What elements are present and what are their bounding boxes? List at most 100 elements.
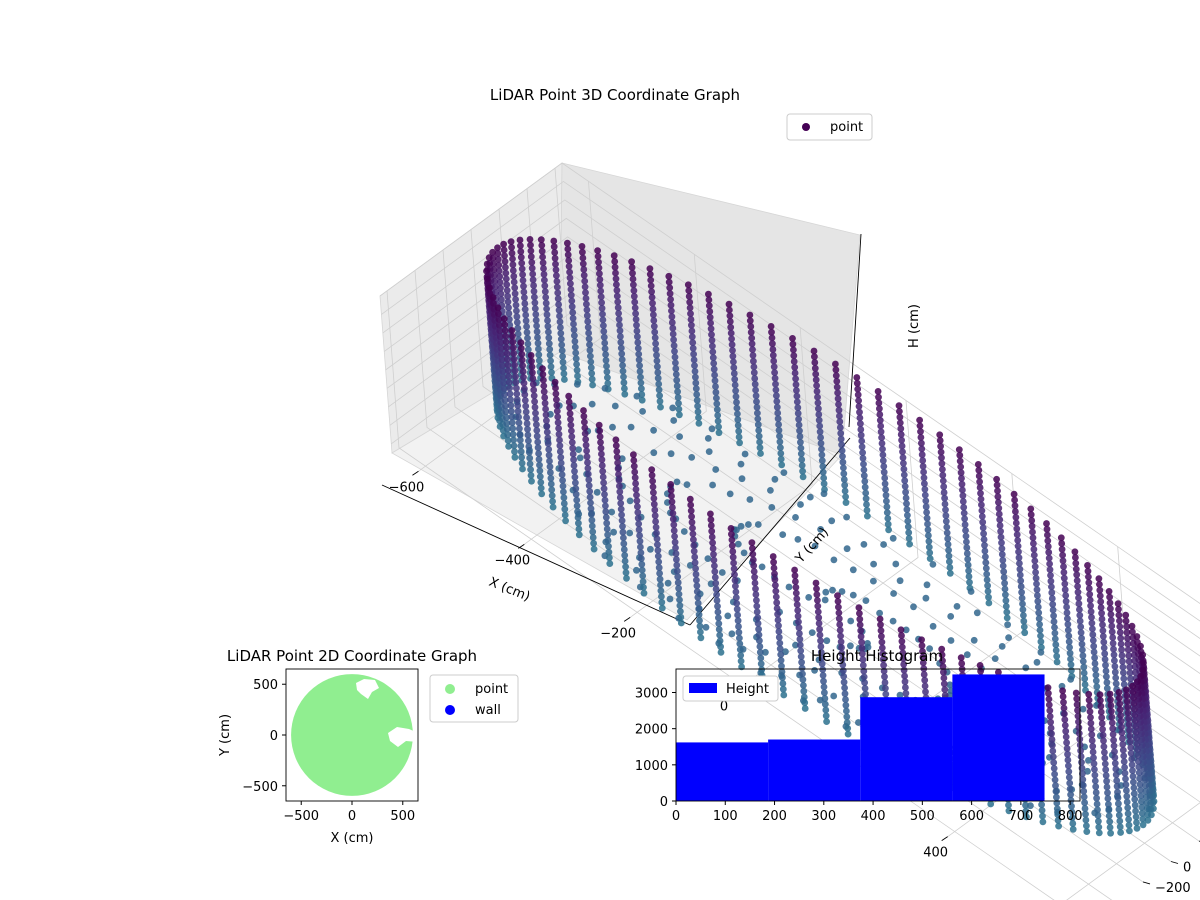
data-point xyxy=(656,570,663,577)
data-point xyxy=(792,381,800,388)
data-point xyxy=(853,379,861,387)
point-disc xyxy=(291,674,413,796)
data-point xyxy=(637,373,644,381)
data-point xyxy=(1107,611,1115,618)
data-point xyxy=(797,501,804,508)
data-point xyxy=(626,497,634,505)
data-point xyxy=(900,661,908,668)
data-point xyxy=(814,597,821,604)
data-point xyxy=(713,406,721,413)
data-point xyxy=(773,392,780,400)
data-point xyxy=(874,388,882,395)
data-point xyxy=(985,593,992,601)
data-point xyxy=(820,490,828,498)
data-point xyxy=(976,484,984,491)
data-point xyxy=(697,634,705,642)
data-point xyxy=(1101,656,1109,663)
data-point xyxy=(1003,608,1011,616)
y-axis-label-3d: Y (cm) xyxy=(792,525,832,567)
data-point xyxy=(490,299,497,307)
data-point xyxy=(800,682,807,689)
data-point xyxy=(1065,632,1073,640)
x-tick-label-3d: −600 xyxy=(389,480,425,495)
data-point xyxy=(571,343,579,351)
data-point xyxy=(1002,597,1010,604)
data-point xyxy=(588,370,596,377)
data-point xyxy=(779,674,786,682)
data-point xyxy=(1048,583,1055,591)
data-point xyxy=(690,356,698,364)
data-point xyxy=(543,428,551,436)
data-point xyxy=(697,628,704,636)
data-point xyxy=(778,662,785,670)
data-point xyxy=(835,609,843,617)
data-point xyxy=(689,344,697,352)
data-point xyxy=(820,480,828,488)
data-point xyxy=(568,297,576,305)
x-tick-label-2d: 500 xyxy=(390,809,415,824)
data-point xyxy=(706,313,714,321)
data-point xyxy=(632,310,639,317)
data-point xyxy=(768,334,776,342)
data-point xyxy=(999,562,1007,570)
legend-2d-marker-wall xyxy=(445,705,455,715)
data-point xyxy=(651,506,659,514)
data-point xyxy=(504,367,512,375)
data-point xyxy=(555,301,562,308)
data-point xyxy=(1045,695,1053,703)
data-point xyxy=(881,480,889,488)
data-point xyxy=(606,554,613,562)
data-point xyxy=(520,288,528,296)
data-point xyxy=(879,451,887,459)
data-point xyxy=(775,426,783,434)
data-point xyxy=(1028,517,1036,524)
data-point xyxy=(1126,669,1134,677)
data-point xyxy=(1044,543,1052,550)
data-point xyxy=(843,545,851,553)
data-point xyxy=(1072,554,1079,561)
x-tick-3d xyxy=(518,543,525,549)
data-point xyxy=(754,415,762,423)
data-point xyxy=(639,578,647,585)
y-tick-label-hist: 1000 xyxy=(635,759,668,774)
data-point xyxy=(1118,646,1125,654)
data-point xyxy=(1124,804,1132,812)
data-point xyxy=(1132,807,1139,815)
data-point xyxy=(1077,753,1085,760)
data-point xyxy=(669,515,677,523)
data-point xyxy=(775,628,783,635)
data-point xyxy=(1119,663,1127,671)
data-point xyxy=(586,341,593,348)
data-point xyxy=(526,236,534,243)
data-point xyxy=(1066,644,1073,651)
data-point xyxy=(504,355,511,363)
data-point xyxy=(557,335,565,343)
data-point xyxy=(862,489,870,497)
data-point xyxy=(547,480,555,488)
data-point xyxy=(690,350,697,358)
data-point xyxy=(1126,663,1134,671)
data-point xyxy=(552,266,560,274)
data-point xyxy=(922,688,929,696)
data-point xyxy=(959,486,966,494)
data-point xyxy=(540,382,548,390)
data-point xyxy=(941,500,949,508)
data-point xyxy=(1077,747,1084,755)
data-point xyxy=(1097,708,1105,716)
data-point xyxy=(598,304,606,312)
data-point xyxy=(613,286,621,294)
data-point xyxy=(1022,801,1029,809)
data-point xyxy=(615,471,622,478)
data-point xyxy=(1039,812,1046,820)
data-point xyxy=(1081,805,1089,812)
data-point xyxy=(557,329,565,337)
data-point xyxy=(1075,594,1082,602)
data-point xyxy=(564,239,571,247)
data-point xyxy=(1095,829,1103,837)
data-point xyxy=(583,300,590,308)
data-point xyxy=(527,241,534,249)
data-point xyxy=(533,322,540,330)
data-point xyxy=(816,631,824,639)
data-point xyxy=(503,414,510,421)
data-point xyxy=(997,527,1004,535)
